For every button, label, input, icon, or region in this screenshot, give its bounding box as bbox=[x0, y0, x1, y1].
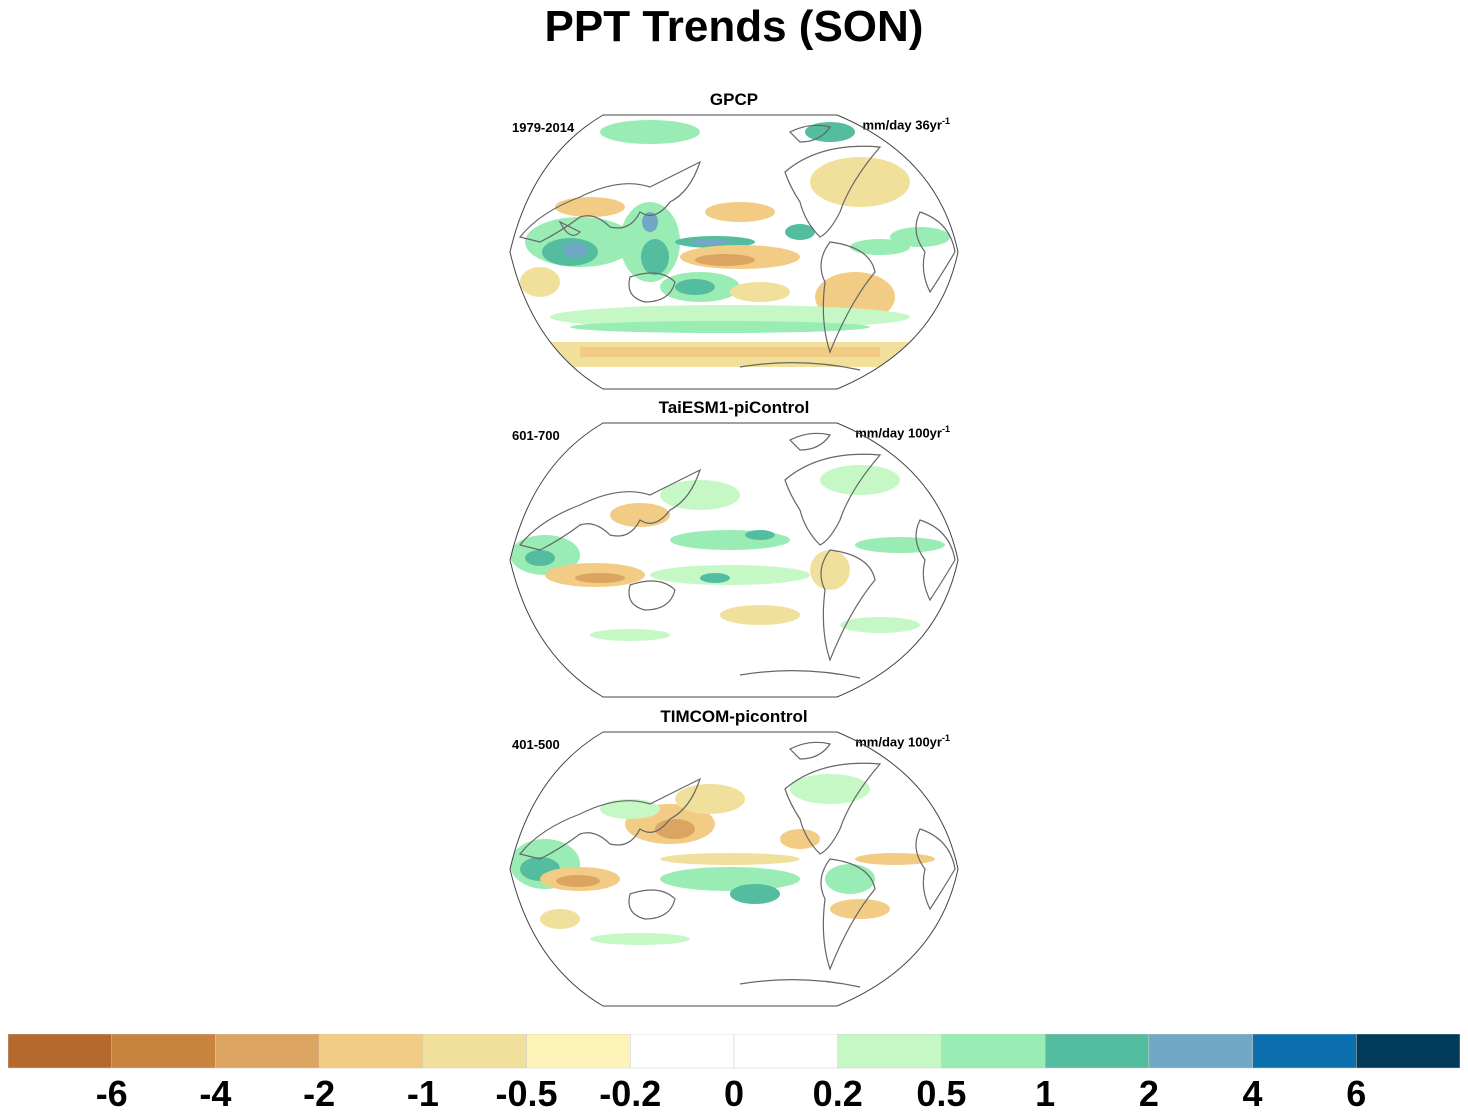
colorbar-swatch bbox=[422, 1034, 527, 1069]
panel-units: mm/day 100yr-1 bbox=[855, 424, 950, 441]
colorbar-tick-label: 1 bbox=[1035, 1073, 1056, 1114]
colorbar-swatch bbox=[733, 1034, 838, 1069]
panel-title: TIMCOM-picontrol bbox=[660, 707, 808, 726]
colorbar-swatch bbox=[526, 1034, 631, 1069]
colorbar-tick-label: -2 bbox=[303, 1073, 336, 1114]
chart-title: PPT Trends (SON) bbox=[544, 2, 924, 51]
colorbar-swatch bbox=[8, 1034, 112, 1069]
world-map bbox=[509, 731, 959, 1007]
colorbar-tick-label: 0.5 bbox=[916, 1073, 967, 1114]
colorbar-swatch bbox=[1356, 1034, 1460, 1069]
colorbar-tick-label: -0.5 bbox=[495, 1073, 558, 1114]
colorbar bbox=[8, 1034, 1460, 1069]
colorbar-swatch bbox=[941, 1034, 1046, 1069]
colorbar-swatch bbox=[1148, 1034, 1253, 1069]
colorbar-tick-label: 0.2 bbox=[812, 1073, 863, 1114]
panel-period: 601-700 bbox=[512, 428, 560, 443]
world-map bbox=[509, 422, 959, 698]
colorbar-swatch bbox=[630, 1034, 735, 1069]
colorbar-tick-label: 6 bbox=[1346, 1073, 1367, 1114]
colorbar-swatch bbox=[111, 1034, 216, 1069]
colorbar-tick-label: -4 bbox=[199, 1073, 232, 1114]
colorbar-swatch bbox=[1044, 1034, 1150, 1069]
map-panel-gpcp: GPCP 1979-2014 mm/day 36yr-1 bbox=[500, 90, 968, 402]
colorbar-swatch bbox=[215, 1034, 320, 1069]
panel-title: TaiESM1-piControl bbox=[658, 398, 810, 417]
colorbar-swatch bbox=[1252, 1034, 1357, 1069]
panel-units: mm/day 100yr-1 bbox=[855, 733, 950, 750]
colorbar-tick-label: 2 bbox=[1138, 1073, 1159, 1114]
map-panel-timcom: TIMCOM-picontrol 401-500 mm/day 100yr-1 bbox=[500, 707, 968, 1019]
map-panel-taiesm1: TaiESM1-piControl 601-700 mm/day 100yr-1 bbox=[500, 398, 968, 710]
colorbar-tick-label: -1 bbox=[406, 1073, 439, 1114]
colorbar-tick-label: -6 bbox=[95, 1073, 128, 1114]
colorbar-tick-label: 4 bbox=[1242, 1073, 1263, 1114]
colorbar-tick-label: 0 bbox=[723, 1073, 745, 1114]
panel-units: mm/day 36yr-1 bbox=[862, 116, 950, 133]
panel-period: 401-500 bbox=[512, 737, 560, 752]
colorbar-swatch bbox=[318, 1034, 424, 1069]
colorbar-tick-label: -0.2 bbox=[599, 1073, 662, 1114]
world-map bbox=[509, 114, 959, 390]
panel-period: 1979-2014 bbox=[512, 120, 575, 135]
panel-title: GPCP bbox=[709, 90, 759, 109]
colorbar-swatch bbox=[837, 1034, 942, 1069]
